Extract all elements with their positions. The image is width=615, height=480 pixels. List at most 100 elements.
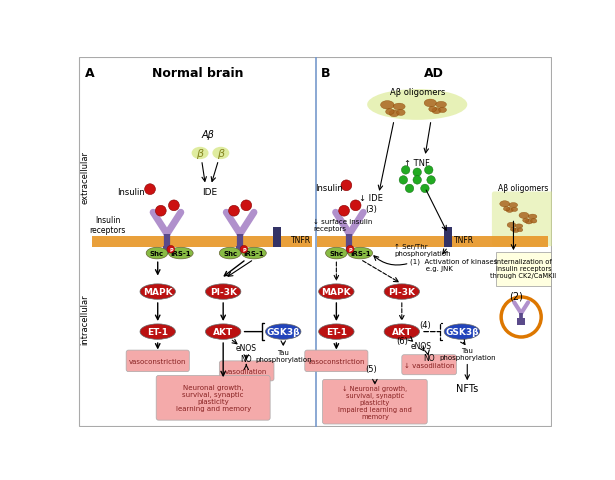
Ellipse shape xyxy=(205,324,241,340)
Text: eNOS: eNOS xyxy=(411,341,432,350)
Text: AKT: AKT xyxy=(392,327,412,336)
Circle shape xyxy=(346,246,354,253)
Text: vasoconstriction: vasoconstriction xyxy=(129,358,186,364)
Text: Aβ oligomers: Aβ oligomers xyxy=(498,184,548,192)
Ellipse shape xyxy=(319,324,354,340)
Ellipse shape xyxy=(528,215,537,219)
FancyBboxPatch shape xyxy=(402,355,456,375)
Circle shape xyxy=(156,206,166,216)
Ellipse shape xyxy=(424,100,437,108)
Text: IRS-1: IRS-1 xyxy=(350,251,371,256)
Circle shape xyxy=(405,185,414,193)
Ellipse shape xyxy=(384,324,419,340)
Circle shape xyxy=(167,246,175,253)
Ellipse shape xyxy=(212,147,229,160)
Text: ↓ Neuronal growth,
survival, synaptic
plasticity
Impaired learning and
memory: ↓ Neuronal growth, survival, synaptic pl… xyxy=(338,385,412,419)
Circle shape xyxy=(413,168,421,177)
Ellipse shape xyxy=(325,248,347,259)
Text: TNFR: TNFR xyxy=(454,236,474,245)
Text: IRS-1: IRS-1 xyxy=(170,251,191,256)
Text: Tau
phosphorylation: Tau phosphorylation xyxy=(439,347,496,360)
Bar xyxy=(236,247,244,254)
Ellipse shape xyxy=(169,248,193,259)
Ellipse shape xyxy=(435,102,446,108)
FancyBboxPatch shape xyxy=(492,192,554,247)
Circle shape xyxy=(241,201,252,211)
Bar xyxy=(517,318,525,326)
Circle shape xyxy=(341,180,352,192)
Text: AKT: AKT xyxy=(213,327,233,336)
Ellipse shape xyxy=(444,324,480,340)
Ellipse shape xyxy=(525,219,533,225)
Circle shape xyxy=(229,206,239,216)
Bar xyxy=(496,252,551,287)
Text: NFTs: NFTs xyxy=(456,383,478,393)
Ellipse shape xyxy=(438,108,446,113)
FancyBboxPatch shape xyxy=(305,350,368,372)
Text: (1)  Activation of kinases
       e.g. JNK: (1) Activation of kinases e.g. JNK xyxy=(410,258,497,272)
Bar xyxy=(317,237,548,247)
Text: Neuronal growth,
survival, synaptic
plasticity
learning and memory: Neuronal growth, survival, synaptic plas… xyxy=(175,384,251,411)
Text: AD: AD xyxy=(424,67,444,80)
Circle shape xyxy=(350,201,361,211)
Text: Insulin
receptors: Insulin receptors xyxy=(90,216,126,235)
Text: PI-3K: PI-3K xyxy=(388,288,415,297)
Text: Normal brain: Normal brain xyxy=(152,67,244,80)
Text: β: β xyxy=(217,149,224,158)
Text: ↑ TNF: ↑ TNF xyxy=(404,159,430,168)
Text: NO: NO xyxy=(423,353,435,362)
Ellipse shape xyxy=(384,284,419,300)
Text: (4): (4) xyxy=(419,321,430,329)
Text: TNFR: TNFR xyxy=(291,236,311,245)
Ellipse shape xyxy=(140,284,175,300)
Ellipse shape xyxy=(512,208,518,212)
Ellipse shape xyxy=(531,219,537,224)
Ellipse shape xyxy=(192,147,208,160)
Text: GSK3β: GSK3β xyxy=(266,327,300,336)
Text: P: P xyxy=(349,247,352,252)
Text: (5): (5) xyxy=(365,364,377,373)
Circle shape xyxy=(402,167,410,175)
Text: PI-3K: PI-3K xyxy=(210,288,237,297)
Text: MAPK: MAPK xyxy=(143,288,173,297)
Ellipse shape xyxy=(386,109,394,115)
Circle shape xyxy=(413,176,421,185)
FancyBboxPatch shape xyxy=(220,361,274,381)
Circle shape xyxy=(169,201,180,211)
Text: (2): (2) xyxy=(509,291,523,301)
Text: extracellular: extracellular xyxy=(80,150,89,203)
Ellipse shape xyxy=(381,101,394,110)
Ellipse shape xyxy=(517,228,523,232)
Ellipse shape xyxy=(146,248,168,259)
Text: intracellular: intracellular xyxy=(80,294,89,344)
Ellipse shape xyxy=(242,248,266,259)
Bar xyxy=(163,247,171,254)
Text: Insulin: Insulin xyxy=(117,188,145,197)
Bar xyxy=(346,247,353,254)
Text: B: B xyxy=(321,67,330,80)
Ellipse shape xyxy=(523,219,529,223)
Text: Insulin: Insulin xyxy=(315,184,343,192)
Text: GSK3β: GSK3β xyxy=(445,327,478,336)
Text: β: β xyxy=(197,149,204,158)
Text: Shc: Shc xyxy=(329,251,343,256)
Text: Aβ: Aβ xyxy=(201,130,214,139)
Text: vasodilation: vasodilation xyxy=(225,368,268,374)
Ellipse shape xyxy=(393,104,405,111)
Circle shape xyxy=(145,184,156,195)
Text: Shc: Shc xyxy=(223,251,237,256)
Circle shape xyxy=(427,176,435,185)
Text: ↓ surface insulin
receptors: ↓ surface insulin receptors xyxy=(313,218,373,231)
Circle shape xyxy=(339,206,349,216)
Bar xyxy=(444,228,452,247)
Ellipse shape xyxy=(510,228,516,232)
Text: eNOS: eNOS xyxy=(236,344,257,352)
Ellipse shape xyxy=(220,248,241,259)
Ellipse shape xyxy=(432,108,441,114)
Bar xyxy=(273,228,281,247)
Circle shape xyxy=(424,167,433,175)
Ellipse shape xyxy=(140,324,175,340)
Ellipse shape xyxy=(509,203,518,208)
Text: MAPK: MAPK xyxy=(322,288,351,297)
Ellipse shape xyxy=(506,208,514,213)
